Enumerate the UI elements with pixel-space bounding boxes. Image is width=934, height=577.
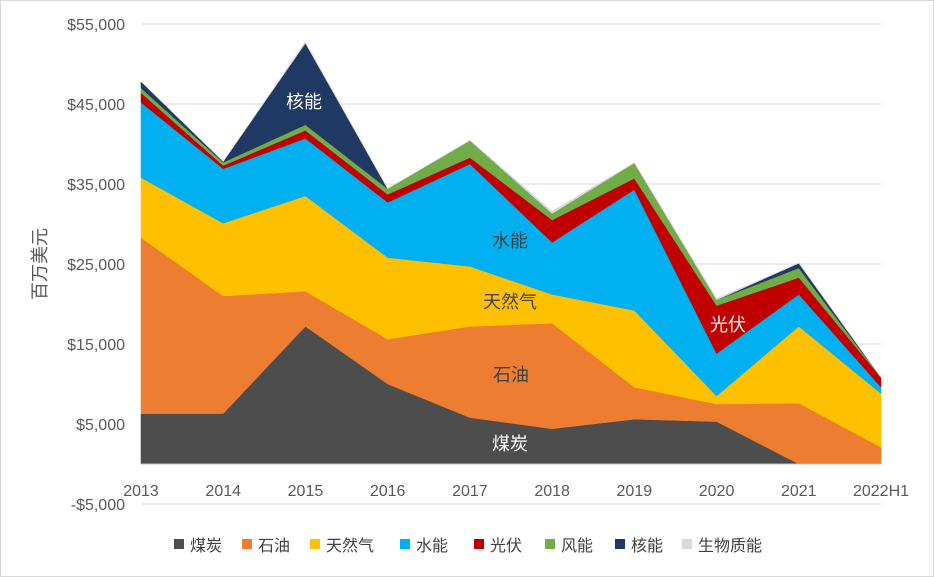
annotation-label: 水能 xyxy=(492,231,528,252)
y-axis-title: 百万美元 xyxy=(30,228,51,300)
x-tick-label: 2018 xyxy=(534,483,570,500)
y-tick-label: $55,000 xyxy=(67,17,125,34)
y-tick-label: $15,000 xyxy=(67,337,125,354)
annotation-label: 核能 xyxy=(286,92,322,113)
legend-label: 光伏 xyxy=(490,536,522,555)
legend-label: 煤炭 xyxy=(190,536,222,555)
legend-label: 核能 xyxy=(631,536,663,555)
x-tick-label: 2019 xyxy=(617,483,653,500)
y-tick-label: $5,000 xyxy=(76,417,125,434)
legend-label: 生物质能 xyxy=(698,536,762,555)
y-tick-label: $45,000 xyxy=(67,97,125,114)
annotation-label: 石油 xyxy=(493,365,529,386)
annotation-label: 光伏 xyxy=(710,315,746,336)
legend-swatch xyxy=(615,539,625,549)
legend-swatch xyxy=(242,539,252,549)
legend-swatch xyxy=(545,539,555,549)
legend-swatch xyxy=(474,539,484,549)
y-tick-label: $25,000 xyxy=(67,257,125,274)
x-tick-label: 2020 xyxy=(699,483,735,500)
legend-swatch xyxy=(174,539,184,549)
x-tick-label: 2021 xyxy=(781,483,817,500)
legend-label: 天然气 xyxy=(326,536,374,555)
area-series-7 xyxy=(140,41,882,378)
y-tick-label: -$5,000 xyxy=(71,497,125,514)
legend-swatch xyxy=(400,539,410,549)
x-tick-label: 2013 xyxy=(123,483,159,500)
legend-label: 石油 xyxy=(258,536,290,555)
legend-swatch xyxy=(310,539,320,549)
x-tick-label: 2016 xyxy=(370,483,406,500)
legend-label: 水能 xyxy=(416,536,448,555)
x-tick-label: 2015 xyxy=(288,483,324,500)
y-tick-label: $35,000 xyxy=(67,177,125,194)
x-tick-label: 2014 xyxy=(205,483,241,500)
annotation-label: 天然气 xyxy=(483,292,537,313)
legend-label: 风能 xyxy=(561,536,593,555)
x-tick-label: 2017 xyxy=(452,483,488,500)
legend-swatch xyxy=(682,539,692,549)
annotation-label: 煤炭 xyxy=(492,434,528,455)
x-tick-label: 2022H1 xyxy=(853,483,909,500)
